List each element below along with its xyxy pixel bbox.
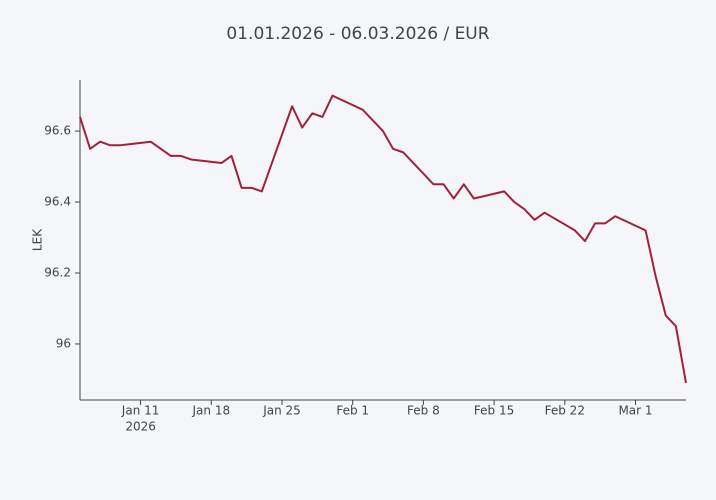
chart-title: 01.01.2026 - 06.03.2026 / EUR xyxy=(226,24,489,44)
x-tick-label: Feb 15 xyxy=(474,404,514,418)
x-tick-label: Jan 18 xyxy=(192,404,231,418)
x-tick-label: Feb 1 xyxy=(336,404,369,418)
line-series xyxy=(79,94,687,384)
x-tick-label: Feb 8 xyxy=(407,404,440,418)
y-tick-label: 96.4 xyxy=(44,195,71,209)
x-tick-label: Feb 22 xyxy=(545,404,585,418)
y-axis-label: LEK xyxy=(31,228,45,251)
y-tick-label: 96.2 xyxy=(44,265,71,279)
x-tick-year: 2026 xyxy=(125,420,156,434)
x-tick-label: Mar 1 xyxy=(618,404,652,418)
y-tick-label: 96 xyxy=(56,336,71,350)
x-tick-label: Jan 11 xyxy=(121,404,160,418)
x-tick-label: Jan 25 xyxy=(262,404,301,418)
y-tick-label: 96.6 xyxy=(44,124,71,138)
